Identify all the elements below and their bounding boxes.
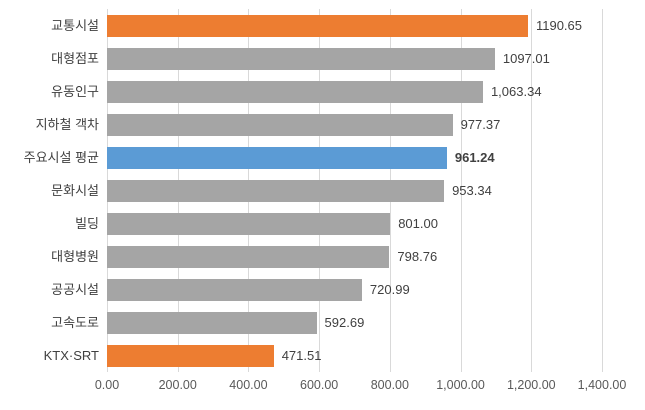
value-label: 592.69 — [324, 315, 365, 330]
value-label: 977.37 — [460, 117, 501, 132]
bar-row: 592.69 — [107, 306, 602, 339]
bar-row: 977.37 — [107, 108, 602, 141]
bar-row: 961.24 — [107, 141, 602, 174]
category-label: 빌딩 — [75, 216, 99, 231]
bar-row: 801.00 — [107, 207, 602, 240]
bar — [107, 80, 483, 103]
category-label: 고속도로 — [51, 315, 99, 330]
gridline — [602, 9, 603, 372]
value-label: 1,063.34 — [490, 84, 542, 99]
value-label: 471.51 — [281, 348, 322, 363]
category-label: 주요시설 평균 — [23, 150, 99, 165]
value-label: 1190.65 — [535, 18, 582, 33]
bar-row: 1190.65 — [107, 9, 602, 42]
category-label: KTX·SRT — [43, 348, 99, 363]
value-label: 720.99 — [369, 282, 410, 297]
x-tick-label: 800.00 — [370, 378, 409, 392]
bar-row: 798.76 — [107, 240, 602, 273]
bar-row: 471.51 — [107, 339, 602, 372]
bar — [107, 14, 528, 37]
value-label: 961.24 — [454, 150, 495, 165]
bar — [107, 278, 362, 301]
bar — [107, 146, 447, 169]
category-label: 유동인구 — [51, 84, 99, 99]
category-label: 대형병원 — [51, 249, 99, 264]
plot-area: 1190.65 1097.01 1,063.34 977.37 961.24 953.34… — [107, 9, 603, 372]
bar — [107, 311, 317, 334]
x-tick-label: 200.00 — [158, 378, 197, 392]
value-label: 798.76 — [397, 249, 438, 264]
bar — [107, 212, 391, 235]
value-label: 953.34 — [452, 183, 492, 198]
gridline — [531, 9, 533, 372]
bar — [107, 245, 390, 268]
x-tick-label: 400.00 — [229, 378, 268, 392]
x-tick-label: 600.00 — [300, 378, 339, 392]
category-label: 문화시설 — [51, 183, 99, 198]
category-label: 지하철 객차 — [35, 117, 99, 132]
bar-row: 720.99 — [107, 273, 602, 306]
gridline — [460, 9, 462, 372]
bar — [107, 47, 495, 70]
x-tick-label: 1,400.00 — [577, 378, 627, 392]
x-tick-label: 0.00 — [94, 378, 120, 392]
category-label: 공공시설 — [51, 282, 99, 297]
x-axis: 0.00 200.00 400.00 600.00 800.00 1,000.00 1,20… — [95, 375, 627, 395]
bar-row: 1097.01 — [107, 42, 602, 75]
x-tick-label: 1,200.00 — [506, 378, 556, 392]
category-label: 교통시설 — [51, 18, 99, 33]
bar — [107, 179, 445, 202]
bar — [107, 113, 453, 136]
bar-row: 1,063.34 — [107, 75, 602, 108]
category-label: 대형점포 — [51, 51, 99, 66]
x-tick-label: 1,000.00 — [436, 378, 485, 392]
bar-row: 953.34 — [107, 174, 602, 207]
value-label: 801.00 — [398, 216, 438, 231]
value-label: 1097.01 — [502, 51, 550, 66]
bar — [107, 344, 274, 367]
